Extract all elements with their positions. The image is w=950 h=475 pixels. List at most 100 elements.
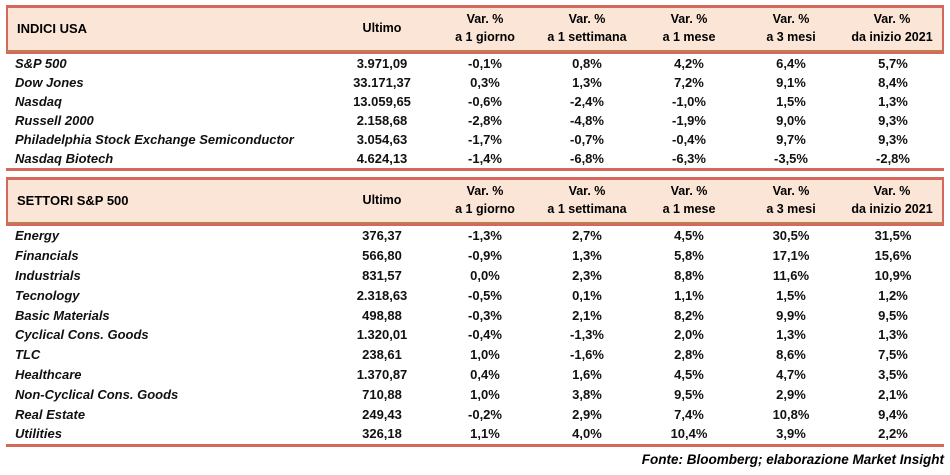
row-label: Philadelphia Stock Exchange Semiconducto… xyxy=(15,132,294,147)
var-header: Var. % a 3 mesi xyxy=(740,177,842,224)
var-value: 9,1% xyxy=(776,75,806,90)
ultimo-value: 3.054,63 xyxy=(356,132,408,147)
var-value: 9,9% xyxy=(776,307,806,323)
ultimo-value: 710,88 xyxy=(362,386,402,402)
var-value: 2,7% xyxy=(536,224,638,246)
table-row: Energy 376,37 -1,3% 2,7% 4,5% 30,5% 31,5% xyxy=(6,224,944,246)
sectors-body: Energy 376,37 -1,3% 2,7% 4,5% 30,5% 31,5% Finan… xyxy=(6,224,944,447)
var-header-line2: a 1 settimana xyxy=(547,202,627,216)
var-value: 5,7% xyxy=(842,52,944,73)
var-value: 2,9% xyxy=(572,406,602,422)
indices-header-row: INDICI USA Ultimo Var. % a 1 giorno Var. %… xyxy=(6,5,944,52)
ultimo-header: Ultimo xyxy=(330,5,434,52)
var-header-line2: a 1 giorno xyxy=(455,202,515,216)
var-value: 2,1% xyxy=(572,307,602,323)
table-row: Russell 2000 2.158,68 -2,8% -4,8% -1,9% 9,0% 9… xyxy=(6,111,944,130)
var-value: 0,0% xyxy=(470,267,500,283)
var-value: 3,9% xyxy=(740,424,842,447)
table-row: Philadelphia Stock Exchange Semiconducto… xyxy=(6,130,944,149)
var-header-line1: Var. % xyxy=(772,12,810,26)
var-value: 9,3% xyxy=(878,132,908,147)
var-header-line2: a 3 mesi xyxy=(766,202,816,216)
var-value: 1,0% xyxy=(470,347,500,363)
var-value: 1,3% xyxy=(572,248,602,264)
var-value: 8,8% xyxy=(674,267,704,283)
var-value: 9,5% xyxy=(878,307,908,323)
var-value: 0,1% xyxy=(572,287,602,303)
var-value: 1,3% xyxy=(572,75,602,90)
ultimo-value: 13.059,65 xyxy=(353,94,411,109)
var-value: -2,8% xyxy=(468,113,502,128)
var-header-line2: a 3 mesi xyxy=(766,30,816,44)
var-value: 2,9% xyxy=(776,386,806,402)
table-row: Utilities 326,18 1,1% 4,0% 10,4% 3,9% 2,2% xyxy=(6,424,944,447)
var-header: Var. % a 1 mese xyxy=(638,177,740,224)
var-value: 4,2% xyxy=(638,52,740,73)
row-label: Utilities xyxy=(6,424,330,447)
var-value: 10,4% xyxy=(638,424,740,447)
var-header-line1: Var. % xyxy=(670,184,708,198)
var-header: Var. % a 1 settimana xyxy=(536,5,638,52)
var-value: 3,8% xyxy=(572,386,602,402)
table-row: Industrials 831,57 0,0% 2,3% 8,8% 11,6% 10,9% xyxy=(6,266,944,286)
var-value: 0,3% xyxy=(470,75,500,90)
var-value: 1,5% xyxy=(776,287,806,303)
var-value: 7,4% xyxy=(674,406,704,422)
table-title: INDICI USA xyxy=(6,5,330,52)
var-header-line2: a 1 mese xyxy=(662,202,716,216)
var-value: -0,4% xyxy=(672,132,706,147)
var-value: -0,3% xyxy=(468,307,502,323)
var-value: -1,9% xyxy=(672,113,706,128)
table-row: Real Estate 249,43 -0,2% 2,9% 7,4% 10,8% 9,4% xyxy=(6,404,944,424)
var-value: 8,6% xyxy=(776,347,806,363)
var-value: 1,0% xyxy=(470,386,500,402)
ultimo-value: 1.370,87 xyxy=(356,366,408,382)
table-row: Healthcare 1.370,87 0,4% 1,6% 4,5% 4,7% 3,5% xyxy=(6,365,944,385)
var-value: 3,5% xyxy=(878,366,908,382)
table-row: Financials 566,80 -0,9% 1,3% 5,8% 17,1% 15,6% xyxy=(6,246,944,266)
var-value: 17,1% xyxy=(772,248,810,264)
var-header-line1: Var. % xyxy=(568,12,606,26)
row-label: Dow Jones xyxy=(15,75,84,90)
row-label: Russell 2000 xyxy=(15,113,94,128)
row-label: Tecnology xyxy=(15,287,80,303)
table-row: TLC 238,61 1,0% -1,6% 2,8% 8,6% 7,5% xyxy=(6,345,944,365)
var-header-line2: da inizio 2021 xyxy=(851,202,933,216)
ultimo-header: Ultimo xyxy=(330,177,434,224)
var-value: 4,5% xyxy=(638,224,740,246)
row-label: TLC xyxy=(15,347,41,363)
var-value: 10,9% xyxy=(874,267,912,283)
var-value: -4,8% xyxy=(570,113,604,128)
var-header-line2: a 1 settimana xyxy=(547,30,627,44)
indices-body: S&P 500 3.971,09 -0,1% 0,8% 4,2% 6,4% 5,7% Dow … xyxy=(6,52,944,171)
var-value: 2,1% xyxy=(878,386,908,402)
var-value: -6,3% xyxy=(638,149,740,171)
var-header: Var. % a 1 giorno xyxy=(434,5,536,52)
ultimo-value: 326,18 xyxy=(330,424,434,447)
var-value: 1,1% xyxy=(674,287,704,303)
var-value: 10,8% xyxy=(772,406,810,422)
var-value: -0,2% xyxy=(468,406,502,422)
var-value: -0,4% xyxy=(468,327,502,343)
var-value: -6,8% xyxy=(536,149,638,171)
var-value: 2,3% xyxy=(572,267,602,283)
table-row: Tecnology 2.318,63 -0,5% 0,1% 1,1% 1,5% 1,2% xyxy=(6,285,944,305)
table-row: S&P 500 3.971,09 -0,1% 0,8% 4,2% 6,4% 5,7% xyxy=(6,52,944,73)
var-header: Var. % a 1 giorno xyxy=(434,177,536,224)
row-label: Financials xyxy=(15,248,79,264)
var-value: 11,6% xyxy=(772,267,810,283)
table-row: Non-Cyclical Cons. Goods 710,88 1,0% 3,8% 9,… xyxy=(6,384,944,404)
var-value: 1,6% xyxy=(572,366,602,382)
row-label: Industrials xyxy=(15,267,81,283)
var-value: 2,2% xyxy=(842,424,944,447)
row-label: Energy xyxy=(6,224,330,246)
var-header-line2: a 1 giorno xyxy=(455,30,515,44)
var-value: 4,7% xyxy=(776,366,806,382)
var-value: -1,0% xyxy=(672,94,706,109)
var-value: 15,6% xyxy=(874,248,912,264)
var-value: 8,2% xyxy=(674,307,704,323)
var-value: 9,3% xyxy=(878,113,908,128)
ultimo-value: 238,61 xyxy=(362,347,402,363)
var-value: 4,5% xyxy=(674,366,704,382)
ultimo-value: 2.318,63 xyxy=(356,287,408,303)
